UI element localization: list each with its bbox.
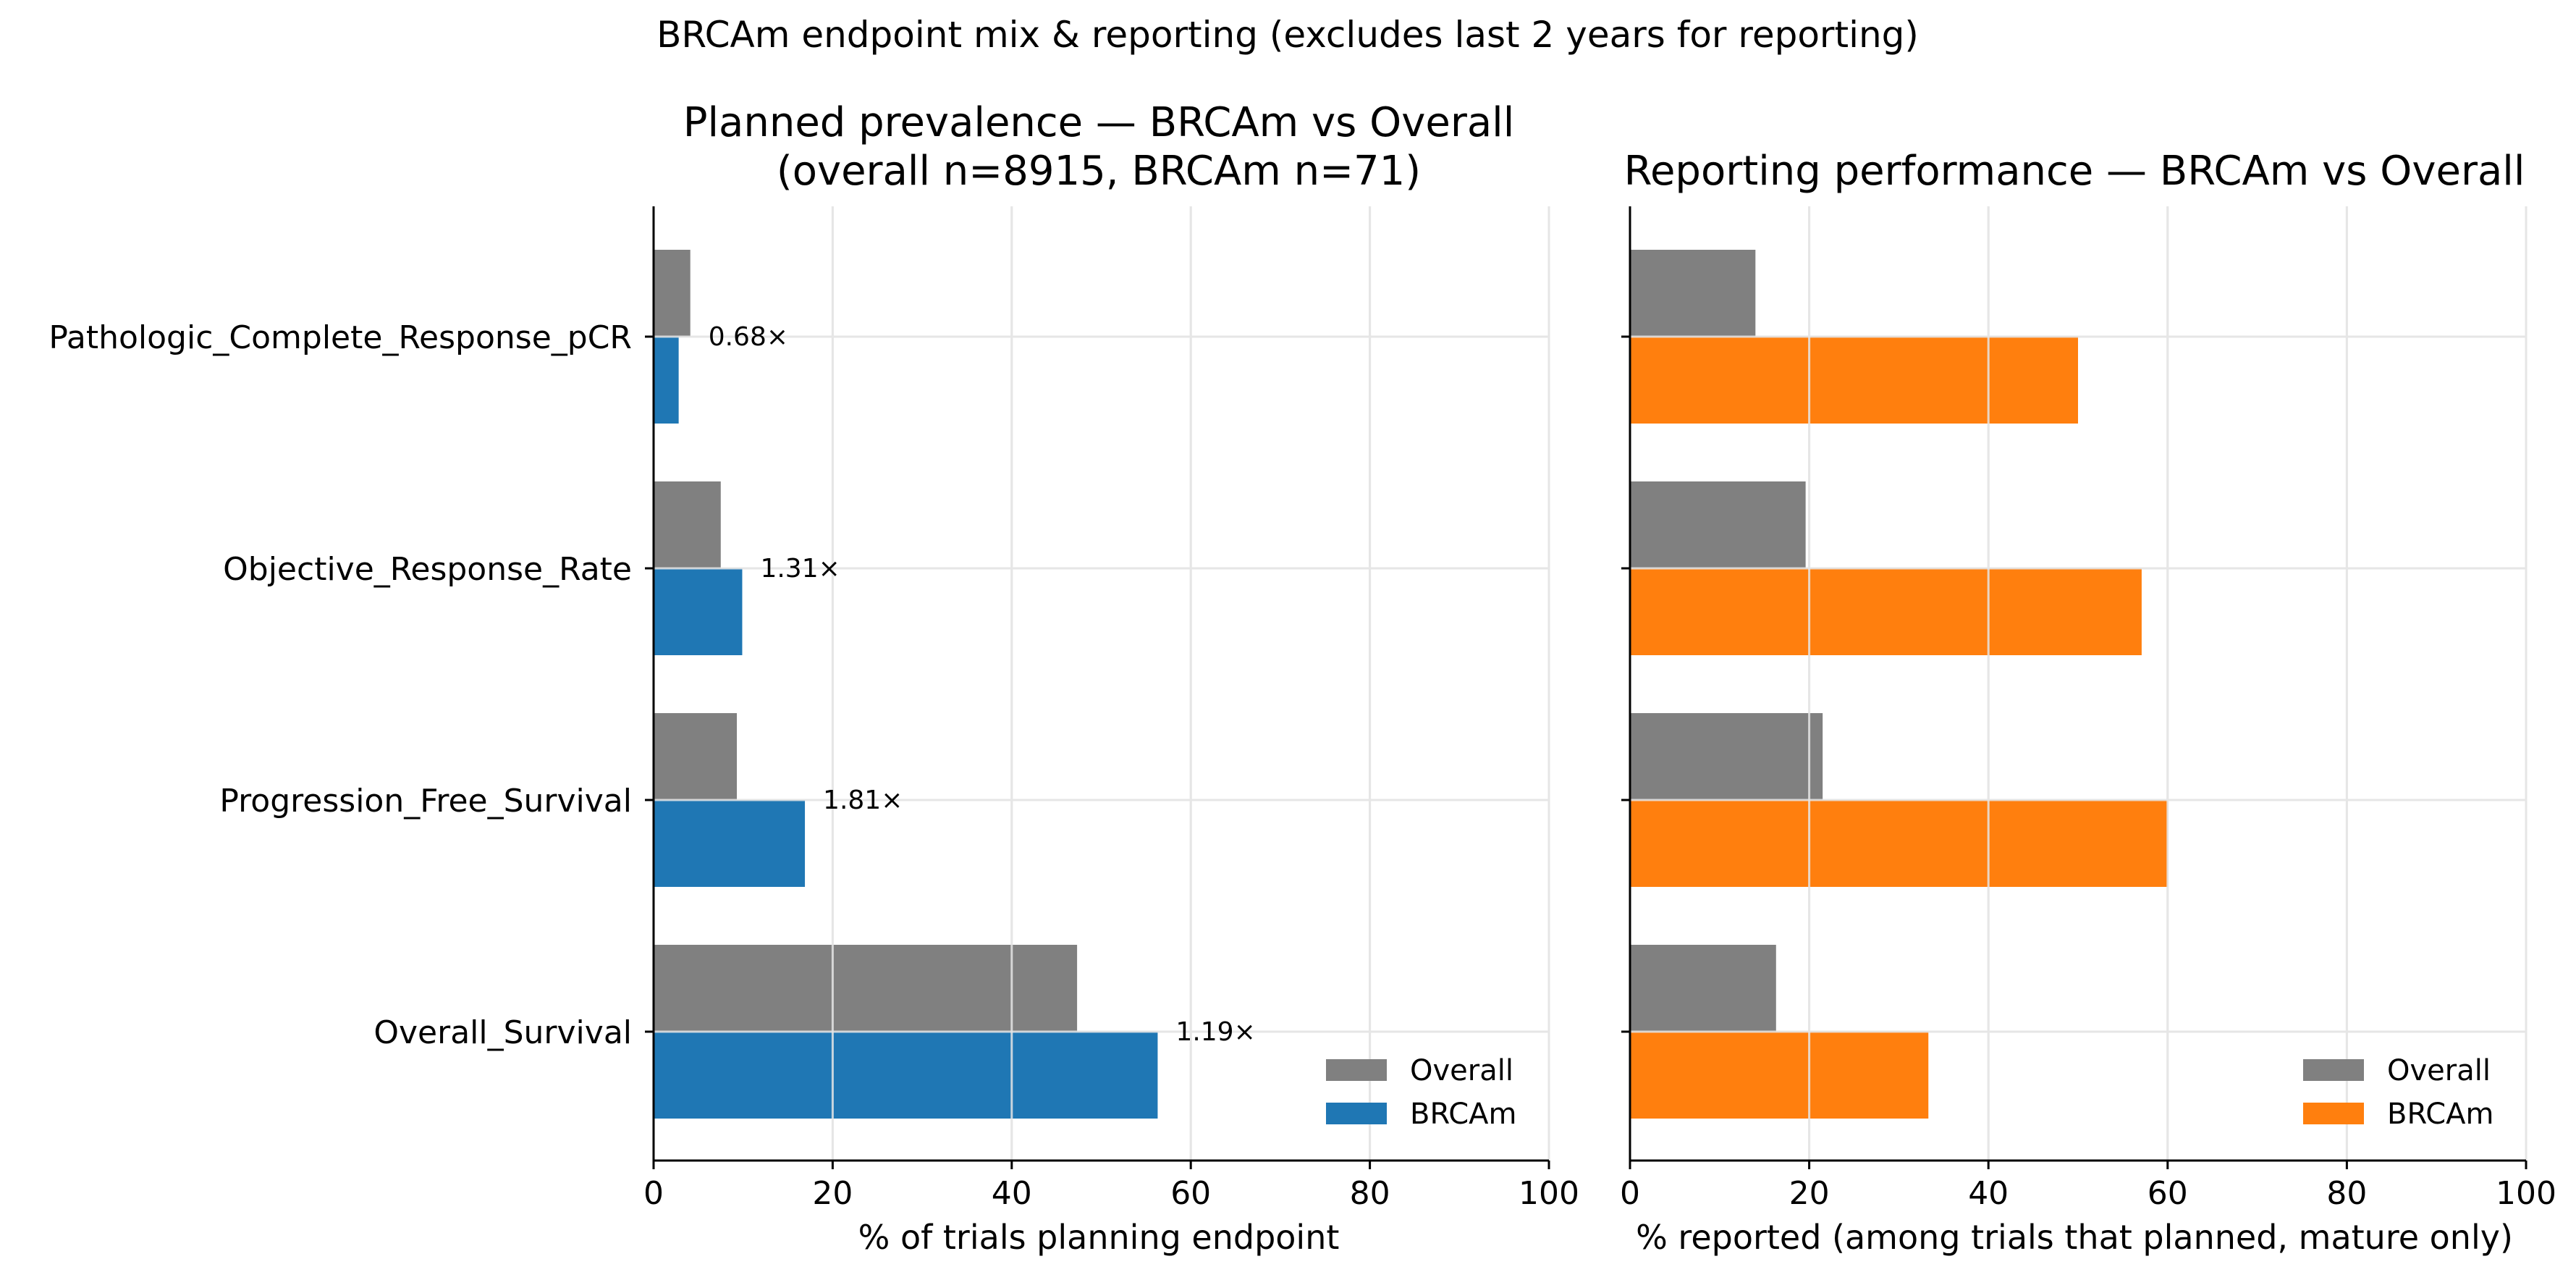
x-tick-label: 60 xyxy=(1170,1175,1211,1212)
legend: Overall BRCAm xyxy=(1326,1054,1517,1131)
chart-reporting-plot: 0 20 40 60 80 100 Overall BRCAm xyxy=(1620,206,2556,1212)
x-tick-label: 100 xyxy=(2496,1175,2556,1212)
y-tick-label: Objective_Response_Rate xyxy=(223,551,632,588)
chart-reporting-title-line1: Reporting performance — BRCAm vs Overall xyxy=(1624,148,2525,195)
bar-overall xyxy=(1630,713,1823,800)
bar-overall xyxy=(654,713,738,800)
legend-label-brcam: BRCAm xyxy=(2387,1098,2494,1131)
x-tick-label: 80 xyxy=(1350,1175,1390,1212)
x-tick-label: 100 xyxy=(1519,1175,1579,1212)
legend-swatch-brcam xyxy=(2303,1103,2364,1124)
bar-brcam xyxy=(654,800,806,887)
legend-swatch-overall xyxy=(2303,1059,2364,1081)
legend-label-overall: Overall xyxy=(1410,1054,1513,1087)
x-tick-label: 60 xyxy=(2148,1175,2188,1212)
legend-label-brcam: BRCAm xyxy=(1410,1098,1517,1131)
ratio-annotation: 0.68× xyxy=(709,322,788,352)
bar-overall xyxy=(1630,481,1806,568)
x-tick-label: 40 xyxy=(992,1175,1032,1212)
ratio-annotation: 1.81× xyxy=(823,786,903,815)
bar-brcam xyxy=(1630,568,2142,655)
legend: Overall BRCAm xyxy=(2303,1054,2494,1131)
bar-overall xyxy=(1630,250,1756,337)
bar-brcam xyxy=(654,337,679,424)
legend-swatch-overall xyxy=(1326,1059,1387,1081)
bar-brcam xyxy=(1630,337,2078,424)
ratio-annotation: 1.31× xyxy=(760,554,840,584)
y-tick-label: Pathologic_Complete_Response_pCR xyxy=(48,319,632,356)
chart-prevalence: Planned prevalence — BRCAm vs Overall (o… xyxy=(48,99,1579,1257)
legend-label-overall: Overall xyxy=(2387,1054,2491,1087)
legend-swatch-brcam xyxy=(1326,1103,1387,1124)
x-tick-label: 20 xyxy=(1789,1175,1830,1212)
chart-prevalence-xlabel: % of trials planning endpoint xyxy=(858,1218,1340,1257)
figure-suptitle: BRCAm endpoint mix & reporting (excludes… xyxy=(656,14,1919,56)
y-tick-label: Progression_Free_Survival xyxy=(219,783,632,820)
chart-prevalence-plot: 0 20 40 60 80 100 Pathologic_Complete_Response… xyxy=(48,206,1579,1212)
bar-brcam xyxy=(1630,1032,1929,1119)
y-tick-label: Overall_Survival xyxy=(373,1014,632,1051)
bar-overall xyxy=(654,945,1078,1032)
chart-reporting: Reporting performance — BRCAm vs Overall… xyxy=(1620,148,2556,1257)
chart-prevalence-title-line1: Planned prevalence — BRCAm vs Overall xyxy=(683,99,1515,146)
ratio-annotation: 1.19× xyxy=(1175,1017,1255,1047)
bar-overall xyxy=(654,481,721,568)
x-tick-label: 40 xyxy=(1968,1175,2009,1212)
bar-brcam xyxy=(654,1032,1158,1119)
x-tick-label: 80 xyxy=(2326,1175,2367,1212)
bar-overall xyxy=(654,250,691,337)
x-tick-label: 20 xyxy=(812,1175,853,1212)
chart-prevalence-title-line2: (overall n=8915, BRCAm n=71) xyxy=(777,148,1421,195)
bar-brcam xyxy=(1630,800,2168,887)
bar-brcam xyxy=(654,568,743,655)
x-tick-label: 0 xyxy=(643,1175,664,1212)
x-tick-label: 0 xyxy=(1620,1175,1640,1212)
bar-overall xyxy=(1630,945,1776,1032)
chart-reporting-xlabel: % reported (among trials that planned, m… xyxy=(1636,1218,2513,1257)
